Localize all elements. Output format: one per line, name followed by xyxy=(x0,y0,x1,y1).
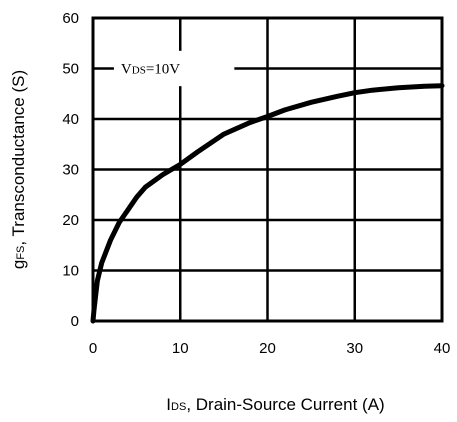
annotation-symbol: V xyxy=(121,62,132,78)
x-tick-label: 0 xyxy=(89,340,97,357)
plot-frame xyxy=(91,16,444,323)
x-tick-label: 40 xyxy=(434,340,451,357)
tick-labels: 0 10 20 30 40 0 10 20 30 40 50 60 xyxy=(62,10,450,357)
x-axis-label-text: , Drain-Source Current (A) xyxy=(186,395,384,414)
annotation-background xyxy=(113,50,235,87)
y-tick-label: 40 xyxy=(62,111,79,128)
y-axis-label-text: , Transconductance (S) xyxy=(9,70,28,246)
annotation-text: =10V xyxy=(146,62,180,78)
y-tick-label: 20 xyxy=(62,212,79,229)
vds-annotation: VDS=10V xyxy=(121,62,180,78)
y-tick-label: 0 xyxy=(71,313,79,330)
x-axis-label: IDS, Drain-Source Current (A) xyxy=(166,395,384,414)
y-tick-label: 30 xyxy=(62,162,79,179)
y-axis-label: gFS, Transconductance (S) xyxy=(9,70,28,269)
y-tick-label: 60 xyxy=(62,10,79,27)
x-tick-label: 30 xyxy=(346,340,363,357)
y-axis-label-symbol: g xyxy=(9,260,28,269)
x-tick-label: 20 xyxy=(259,340,276,357)
y-tick-label: 10 xyxy=(62,263,79,280)
x-tick-label: 10 xyxy=(172,340,189,357)
x-axis-label-symbol: I xyxy=(166,395,171,414)
series-line-gfs xyxy=(90,83,445,324)
x-axis-label-subscript: DS xyxy=(171,401,186,413)
y-tick-label: 50 xyxy=(62,61,79,78)
y-axis-label-subscript: FS xyxy=(15,246,27,260)
annotation-subscript: DS xyxy=(132,65,146,77)
